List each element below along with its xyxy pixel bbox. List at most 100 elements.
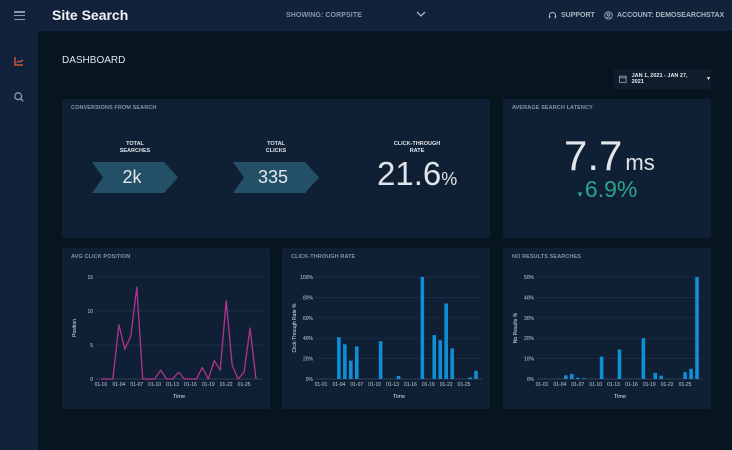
bar: [420, 277, 425, 379]
y-axis-label: Click-Through Rate %: [292, 303, 298, 352]
conversions-card: CONVERSIONS FROM SEARCH TOTAL SEARCHES 2…: [62, 99, 490, 238]
x-tick-label: 01-07: [350, 382, 363, 388]
delta-value: 6.9%: [584, 176, 638, 202]
total-clicks-value: 335: [257, 167, 289, 187]
x-tick-label: 01-22: [661, 382, 674, 388]
x-tick-label: 01-10: [148, 382, 161, 388]
page-title: DASHBOARD: [62, 55, 126, 66]
ctr-number: 21.6: [377, 155, 442, 192]
x-tick-label: 01-01: [95, 382, 108, 388]
date-range-label: JAN 1, 2021 - JAN 27, 2021: [631, 73, 688, 85]
bar: [438, 340, 443, 379]
click-through-rate-chart: 0% 20% 40% 60% 80% 100% 01-01 01-04 01-07 01-10 01…: [292, 275, 482, 400]
menu-icon[interactable]: [14, 11, 25, 21]
x-tick-label: 01-16: [625, 382, 638, 388]
x-tick-label: 01-10: [589, 382, 602, 388]
chart-line-icon: [14, 57, 24, 66]
total-searches-label: TOTAL SEARCHES: [110, 141, 160, 154]
card-title: NO RESULTS SEARCHES: [512, 254, 582, 260]
bar: [349, 360, 353, 379]
ctr-label: CLICK-THROUGH RATE: [382, 141, 452, 154]
bar: [581, 378, 586, 379]
label-line: CLICK-THROUGH: [393, 141, 441, 147]
ctr-unit: %: [441, 169, 458, 189]
avg-click-position-card: AVG CLICK POSITION 0 5 10 15 01-01 01-04 01-07…: [62, 248, 270, 409]
account-label: ACCOUNT: DEMOSEARCHSTAX: [617, 12, 725, 19]
latency-card: AVERAGE SEARCH LATENCY: [503, 99, 711, 238]
support-label: SUPPORT: [561, 12, 595, 19]
x-tick-label: 01-13: [166, 382, 179, 388]
x-tick-label: 01-19: [643, 382, 656, 388]
sidebar-item-dashboard[interactable]: [13, 54, 25, 66]
y-tick-label: 10: [87, 309, 93, 315]
site-selector-label[interactable]: SHOWING: CORPSITE: [286, 12, 362, 19]
series-line: [101, 286, 257, 380]
y-axis-label: Position: [72, 319, 78, 337]
total-searches-value: 2k: [122, 167, 142, 187]
x-tick-label: 01-16: [404, 382, 417, 388]
click-through-rate-card: CLICK-THROUGH RATE 0% 20% 40% 60% 80% 100% 01-…: [282, 248, 490, 409]
x-tick-label: 01-07: [130, 382, 143, 388]
y-axis-label: No Results %: [513, 312, 519, 343]
x-tick-label: 01-01: [536, 382, 549, 388]
label-line: TOTAL: [126, 141, 144, 147]
no-results-searches-card: NO RESULTS SEARCHES 0% 10% 20% 30% 40% 50% 01-…: [503, 248, 711, 409]
y-tick-label: 20%: [524, 336, 535, 342]
label-line: TOTAL: [267, 141, 285, 147]
app-title: Site Search: [52, 7, 129, 23]
ctr-value: 21.6%: [377, 155, 457, 193]
total-searches-chevron: 2k: [92, 162, 178, 193]
bar: [396, 375, 401, 379]
total-clicks-chevron: 335: [233, 162, 319, 193]
total-clicks-label: TOTAL CLICKS: [251, 141, 301, 154]
y-tick-label: 0%: [527, 377, 535, 383]
chevron-down-icon[interactable]: [416, 10, 426, 18]
x-tick-label: 01-19: [202, 382, 215, 388]
bar: [570, 373, 574, 379]
bar: [617, 349, 622, 379]
caret-down-icon: ▼: [706, 76, 711, 82]
bar: [474, 370, 478, 379]
x-axis-label: Time: [614, 394, 626, 400]
x-tick-label: 01-04: [112, 382, 125, 388]
bar: [641, 338, 646, 379]
latency-unit: ms: [625, 150, 655, 175]
date-range-picker[interactable]: JAN 1, 2021 - JAN 27, 2021 ▼: [614, 69, 711, 89]
bar: [432, 335, 437, 379]
account-menu[interactable]: ACCOUNT: DEMOSEARCHSTAX: [604, 11, 724, 20]
x-tick-label: 01-07: [571, 382, 584, 388]
sidebar-item-search[interactable]: [13, 90, 25, 102]
x-tick-label: 01-25: [238, 382, 251, 388]
y-tick-label: 10%: [524, 357, 535, 363]
user-circle-icon: [604, 11, 613, 20]
x-tick-label: 01-25: [679, 382, 692, 388]
x-axis-label: Time: [173, 394, 185, 400]
x-tick-label: 01-22: [220, 382, 233, 388]
latency-delta: ▼ 6.9%: [576, 176, 637, 203]
sidebar: [0, 0, 38, 450]
card-title: AVG CLICK POSITION: [71, 254, 131, 260]
bar: [378, 341, 383, 379]
headset-icon: [548, 11, 557, 19]
x-tick-label: 01-22: [440, 382, 453, 388]
x-tick-label: 01-13: [386, 382, 399, 388]
label-line: SEARCHES: [119, 147, 151, 154]
bar: [468, 377, 472, 379]
bar: [337, 337, 341, 379]
bar: [689, 368, 693, 379]
search-icon: [14, 92, 24, 102]
bar: [683, 372, 687, 379]
bar: [343, 344, 347, 379]
y-tick-label: 15: [87, 275, 93, 281]
x-tick-label: 01-16: [184, 382, 197, 388]
y-tick-label: 50%: [524, 275, 535, 281]
card-title: CONVERSIONS FROM SEARCH: [71, 105, 157, 111]
calendar-icon: [619, 75, 627, 83]
avg-click-position-chart: 0 5 10 15 01-01 01-04 01-07 01-10 01-13 01-16 01-1…: [72, 275, 262, 400]
y-tick-label: 60%: [303, 316, 314, 322]
y-tick-label: 5: [90, 343, 93, 349]
x-tick-label: 01-04: [553, 382, 566, 388]
y-tick-label: 0: [90, 377, 93, 383]
support-link[interactable]: SUPPORT: [548, 11, 595, 20]
x-axis-label: Time: [393, 394, 405, 400]
